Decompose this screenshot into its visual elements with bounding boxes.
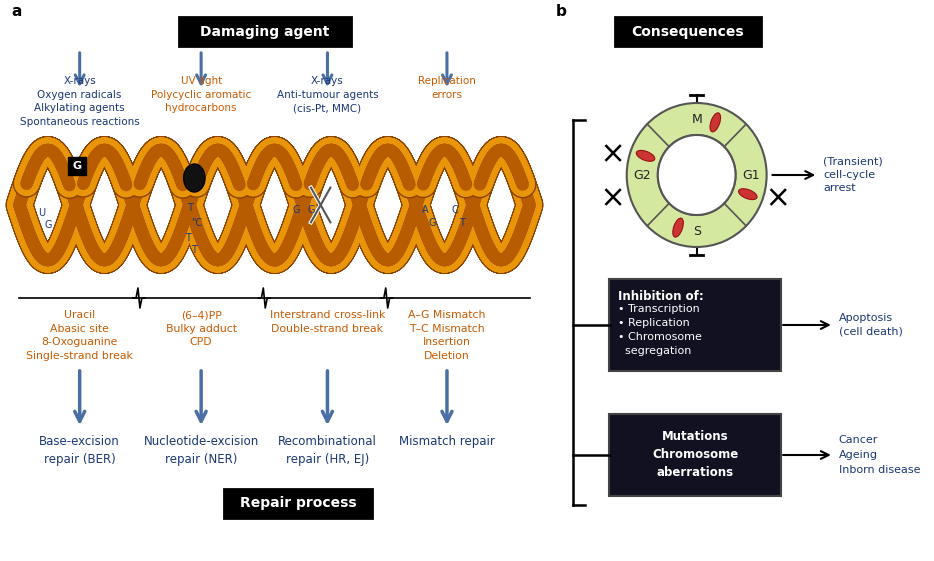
Text: G2: G2 — [633, 168, 651, 182]
FancyBboxPatch shape — [609, 279, 781, 371]
Bar — [68, 157, 86, 175]
Text: b: b — [556, 4, 567, 19]
Text: S: S — [693, 224, 700, 237]
Text: "C: "C — [191, 218, 202, 228]
Text: Replication
errors: Replication errors — [418, 76, 476, 100]
Text: M: M — [691, 113, 702, 126]
Text: (6–4)PP
Bulky adduct
CPD: (6–4)PP Bulky adduct CPD — [165, 310, 236, 347]
Text: a: a — [11, 4, 22, 19]
Ellipse shape — [184, 164, 205, 192]
Text: T: T — [459, 218, 464, 228]
Text: Cancer
Ageing
Inborn disease: Cancer Ageing Inborn disease — [839, 435, 920, 475]
Text: (Transient)
cell-cycle
arrest: (Transient) cell-cycle arrest — [823, 157, 883, 193]
Text: X-rays
Oxygen radicals
Alkylating agents
Spontaneous reactions: X-rays Oxygen radicals Alkylating agents… — [20, 76, 139, 127]
Text: A: A — [422, 205, 429, 215]
Circle shape — [658, 135, 736, 215]
Text: U: U — [38, 208, 46, 218]
Text: Recombinational
repair (HR, EJ): Recombinational repair (HR, EJ) — [278, 435, 377, 466]
Text: Mutations
Chromosome
aberrations: Mutations Chromosome aberrations — [652, 430, 739, 480]
Text: G1: G1 — [743, 168, 760, 182]
Text: G: G — [45, 220, 52, 230]
Text: G: G — [429, 218, 436, 228]
Text: • Transcription
• Replication
• Chromosome
  segregation: • Transcription • Replication • Chromoso… — [618, 304, 701, 356]
Text: Consequences: Consequences — [631, 25, 744, 39]
Text: Damaging agent: Damaging agent — [200, 25, 330, 39]
Text: T: T — [185, 233, 191, 243]
Text: Mismatch repair: Mismatch repair — [399, 435, 495, 448]
Text: G: G — [292, 205, 300, 215]
Text: G: G — [307, 205, 315, 215]
FancyBboxPatch shape — [609, 414, 781, 496]
Ellipse shape — [636, 150, 655, 161]
Text: Inhibition of:: Inhibition of: — [618, 290, 703, 303]
Text: UV light
Polycyclic aromatic
hydrocarbons: UV light Polycyclic aromatic hydrocarbon… — [151, 76, 251, 113]
Text: Nucleotide-excision
repair (NER): Nucleotide-excision repair (NER) — [144, 435, 259, 466]
FancyBboxPatch shape — [178, 17, 351, 46]
Text: Base-excision
repair (BER): Base-excision repair (BER) — [39, 435, 120, 466]
FancyBboxPatch shape — [224, 489, 372, 518]
Ellipse shape — [710, 113, 720, 132]
Text: Uracil
Abasic site
8-Oxoguanine
Single-strand break: Uracil Abasic site 8-Oxoguanine Single-s… — [26, 310, 134, 361]
Text: G: G — [72, 161, 81, 171]
Text: T: T — [187, 203, 192, 213]
Ellipse shape — [739, 188, 757, 200]
Text: A–G Mismatch
T–C Mismatch
Insertion
Deletion: A–G Mismatch T–C Mismatch Insertion Dele… — [408, 310, 486, 361]
Text: Repair process: Repair process — [240, 496, 357, 511]
Text: X-rays
Anti-tumour agents
(cis-Pt, MMC): X-rays Anti-tumour agents (cis-Pt, MMC) — [276, 76, 378, 113]
Text: C: C — [451, 205, 458, 215]
Text: Apoptosis
(cell death): Apoptosis (cell death) — [839, 314, 902, 337]
FancyBboxPatch shape — [616, 17, 761, 46]
Text: Interstrand cross-link
Double-strand break: Interstrand cross-link Double-strand bre… — [270, 310, 385, 334]
Text: T: T — [191, 245, 197, 255]
Ellipse shape — [672, 218, 684, 237]
